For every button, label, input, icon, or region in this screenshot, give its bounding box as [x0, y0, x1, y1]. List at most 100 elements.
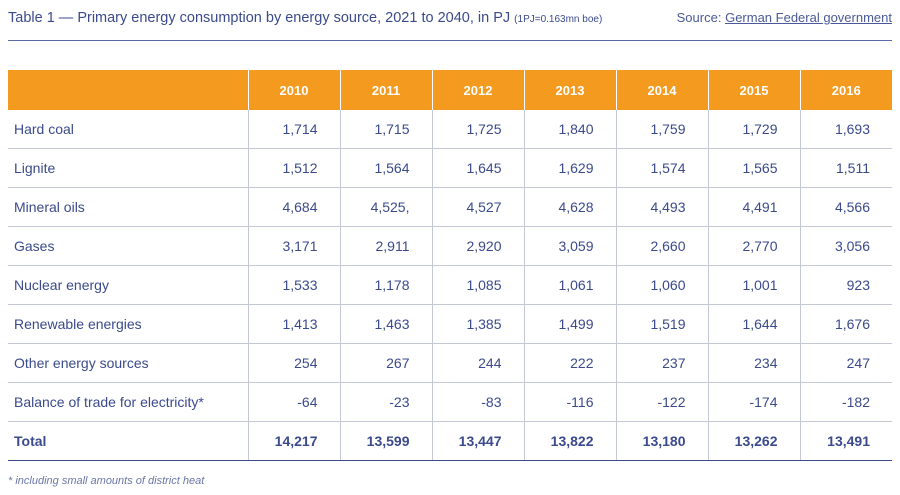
value-cell: 1,714: [247, 110, 340, 149]
value-cell: 13,262: [707, 421, 800, 461]
value-cell: -116: [523, 382, 616, 422]
table-row: Balance of trade for electricity* -64 -23-…: [8, 382, 892, 422]
header-cell-label: [8, 70, 248, 110]
value-cell: 2,911: [339, 226, 432, 266]
value-cell: 234: [707, 343, 800, 383]
value-cell: 3,056: [799, 226, 892, 266]
value-cell: 1,565: [707, 148, 800, 188]
value-cell: -83: [431, 382, 524, 422]
value-cell: 1,385: [431, 304, 524, 344]
value-cell: 222: [523, 343, 616, 383]
row-label: Mineral oils: [8, 187, 248, 227]
value-cell: 1,629: [523, 148, 616, 188]
value-cell: 1,645: [431, 148, 524, 188]
header-cell-year: 2014: [615, 70, 708, 110]
value-cell: 13,180: [615, 421, 708, 461]
value-cell: 4,525,: [339, 187, 432, 227]
value-cell: 1,060: [615, 265, 708, 305]
value-cell: 1,729: [707, 110, 800, 149]
value-cell: 1,564: [339, 148, 432, 188]
header-cell-year: 2012: [431, 70, 524, 110]
table-row: Gases 3,171 2,911 2,920 3,059 2,660 2,770 3,056: [8, 226, 892, 266]
value-cell: 244: [431, 343, 524, 383]
value-cell: 13,491: [799, 421, 892, 461]
value-cell: 4,527: [431, 187, 524, 227]
value-cell: 3,171: [247, 226, 340, 266]
table-title: Table 1 — Primary energy consumption by …: [8, 10, 602, 26]
table-row: Lignite 1,512 1,564 1,645 1,629 1,574 1,565 1,5…: [8, 148, 892, 188]
value-cell: 4,566: [799, 187, 892, 227]
value-cell: -122: [615, 382, 708, 422]
row-label: Hard coal: [8, 110, 248, 149]
title-bar: Table 1 — Primary energy consumption by …: [8, 10, 892, 41]
value-cell: 1,512: [247, 148, 340, 188]
source-attribution: Source: German Federal government: [677, 10, 892, 25]
value-cell: 237: [615, 343, 708, 383]
value-cell: 2,920: [431, 226, 524, 266]
value-cell: 1,693: [799, 110, 892, 149]
source-link[interactable]: German Federal government: [725, 10, 892, 25]
table-row: Nuclear energy 1,533 1,178 1,085 1,061 1,060 1…: [8, 265, 892, 305]
value-cell: -64: [247, 382, 340, 422]
value-cell: 1,499: [523, 304, 616, 344]
value-cell: 1,840: [523, 110, 616, 149]
value-cell: 254: [247, 343, 340, 383]
value-cell: 14,217: [247, 421, 340, 461]
table-row: Hard coal 1,714 1,715 1,725 1,840 1,759 1,729 1…: [8, 110, 892, 149]
value-cell: -182: [799, 382, 892, 422]
value-cell: 1,715: [339, 110, 432, 149]
value-cell: 13,447: [431, 421, 524, 461]
value-cell: 13,822: [523, 421, 616, 461]
header-cell-year: 2016: [799, 70, 892, 110]
row-label: Renewable energies: [8, 304, 248, 344]
row-label: Gases: [8, 226, 248, 266]
value-cell: 1,463: [339, 304, 432, 344]
value-cell: -174: [707, 382, 800, 422]
value-cell: 1,413: [247, 304, 340, 344]
value-cell: 1,725: [431, 110, 524, 149]
value-cell: 1,676: [799, 304, 892, 344]
value-cell: 13,599: [339, 421, 432, 461]
row-label: Balance of trade for electricity*: [8, 382, 248, 422]
value-cell: 3,059: [523, 226, 616, 266]
table-row: Renewable energies 1,413 1,463 1,385 1,499 1,…: [8, 304, 892, 344]
value-cell: 1,178: [339, 265, 432, 305]
value-cell: 4,628: [523, 187, 616, 227]
total-row: Total 14,217 13,599 13,447 13,822 13,180 13,26…: [8, 421, 892, 461]
header-cell-year: 2010: [247, 70, 340, 110]
value-cell: 247: [799, 343, 892, 383]
source-label: Source:: [676, 10, 722, 25]
header-cell-year: 2011: [339, 70, 432, 110]
value-cell: 4,684: [247, 187, 340, 227]
value-cell: 4,493: [615, 187, 708, 227]
value-cell: 1,759: [615, 110, 708, 149]
value-cell: 1,085: [431, 265, 524, 305]
value-cell: 923: [799, 265, 892, 305]
value-cell: 2,660: [615, 226, 708, 266]
table-row: Mineral oils 4,684 4,525, 4,527 4,628 4,493 4,…: [8, 187, 892, 227]
header-cell-year: 2015: [707, 70, 800, 110]
value-cell: 1,001: [707, 265, 800, 305]
table-title-text: Table 1 — Primary energy consumption by …: [8, 10, 511, 26]
value-cell: -23: [339, 382, 432, 422]
energy-table: 2010 2011 2012 2013 2014 2015 2016 Hard …: [8, 70, 892, 461]
value-cell: 1,511: [799, 148, 892, 188]
row-label: Lignite: [8, 148, 248, 188]
value-cell: 1,644: [707, 304, 800, 344]
value-cell: 2,770: [707, 226, 800, 266]
row-label: Total: [8, 421, 248, 461]
value-cell: 1,574: [615, 148, 708, 188]
header-cell-year: 2013: [523, 70, 616, 110]
value-cell: 1,533: [247, 265, 340, 305]
footnote: * including small amounts of district he…: [8, 475, 205, 487]
value-cell: 267: [339, 343, 432, 383]
row-label: Nuclear energy: [8, 265, 248, 305]
table-body: Hard coal 1,714 1,715 1,725 1,840 1,759 1,729 1…: [8, 110, 892, 461]
table-header-row: 2010 2011 2012 2013 2014 2015 2016: [8, 70, 892, 110]
table-row: Other energy sources 254 267 244 222 237 234 24…: [8, 343, 892, 383]
value-cell: 4,491: [707, 187, 800, 227]
value-cell: 1,519: [615, 304, 708, 344]
table-title-unit-note: (1PJ=0.163mn boe): [514, 14, 603, 25]
value-cell: 1,061: [523, 265, 616, 305]
row-label: Other energy sources: [8, 343, 248, 383]
